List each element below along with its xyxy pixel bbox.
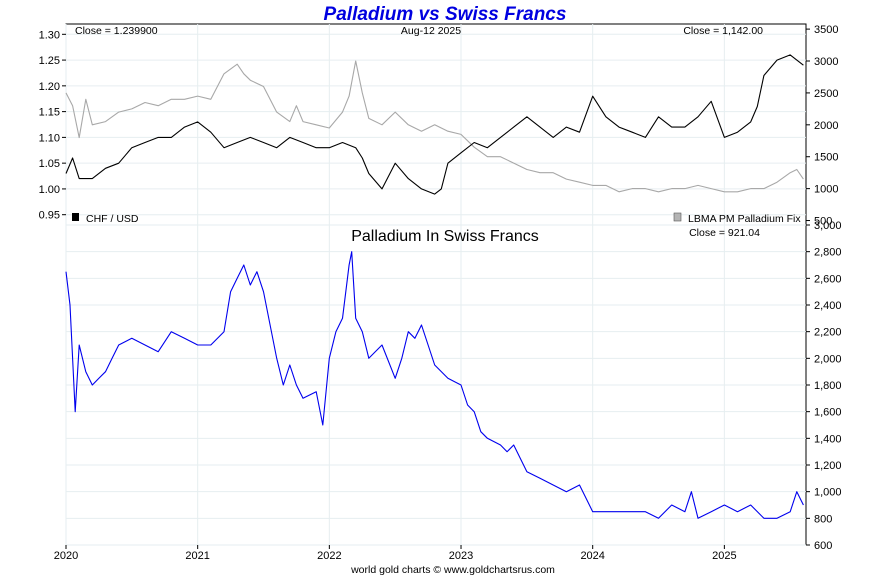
grid-lines [65, 24, 806, 546]
lower-right-tick-label: 1,800 [814, 380, 842, 392]
left-tick-label: 1.10 [39, 132, 60, 144]
lower-right-tick-label: 3,000 [814, 220, 842, 232]
right-tick-label: 3500 [814, 24, 838, 36]
palladium-chf-line [65, 251, 804, 519]
lower-right-tick-label: 1,000 [814, 487, 842, 499]
upper-panel-frame [65, 23, 807, 226]
lower-right-tick-label: 800 [814, 513, 832, 525]
right-tick-label: 2500 [814, 88, 838, 100]
x-tick-label: 2020 [54, 550, 78, 562]
lower-right-tick-label: 2,800 [814, 247, 842, 259]
palladium-usd-line [65, 60, 804, 193]
left-tick-label: 1.15 [39, 107, 60, 119]
upper-date-label: Aug-12 2025 [401, 25, 461, 37]
x-tick-label: 2021 [185, 550, 209, 562]
lower-right-tick-label: 2,200 [814, 327, 842, 339]
x-tick-label: 2025 [712, 550, 736, 562]
left-tick-label: 1.30 [39, 29, 60, 41]
right-tick-label: 500 [814, 216, 832, 228]
footer-credit: world gold charts © www.goldchartsrus.co… [350, 564, 555, 575]
upper-right-readout: Close = 1,142.00 [683, 25, 763, 37]
chf-usd-line [65, 54, 804, 195]
x-tick-label: 2024 [580, 550, 604, 562]
right-tick-label: 1000 [814, 184, 838, 196]
left-tick-label: 1.25 [39, 55, 60, 67]
x-tick-label: 2022 [317, 550, 341, 562]
x-tick-label: 2023 [449, 550, 473, 562]
right-tick-label: 2000 [814, 120, 838, 132]
lower-chart-title: Palladium In Swiss Francs [351, 228, 539, 245]
left-tick-label: 0.95 [39, 210, 60, 222]
series-lines [65, 54, 804, 519]
right-tick-label: 1500 [814, 152, 838, 164]
left-tick-label: 1.20 [39, 81, 60, 93]
lower-right-tick-label: 600 [814, 540, 832, 552]
legend-label-palladium: LBMA PM Palladium Fix [688, 213, 801, 225]
upper-left-readout: Close = 1.239900 [75, 25, 158, 37]
lower-right-tick-label: 2,600 [814, 273, 842, 285]
left-tick-label: 1.00 [39, 184, 60, 196]
lower-right-tick-label: 2,000 [814, 353, 842, 365]
axis-ticks: 2020 2021 2022 2023 2024 2025 0.95 1.00 1.05 1.10… [39, 24, 842, 562]
lower-right-tick-label: 1,600 [814, 407, 842, 419]
chart-title: Palladium vs Swiss Francs [324, 4, 567, 25]
legend-label-chf: CHF / USD [86, 213, 139, 225]
legend-swatch-palladium [673, 212, 682, 222]
left-tick-label: 1.05 [39, 158, 60, 170]
lower-right-tick-label: 1,200 [814, 460, 842, 472]
right-tick-label: 3000 [814, 56, 838, 68]
lower-right-tick-label: 1,400 [814, 433, 842, 445]
lower-right-tick-label: 2,400 [814, 300, 842, 312]
lower-right-readout: Close = 921.04 [689, 227, 760, 239]
legend-swatch-chf [72, 213, 79, 221]
